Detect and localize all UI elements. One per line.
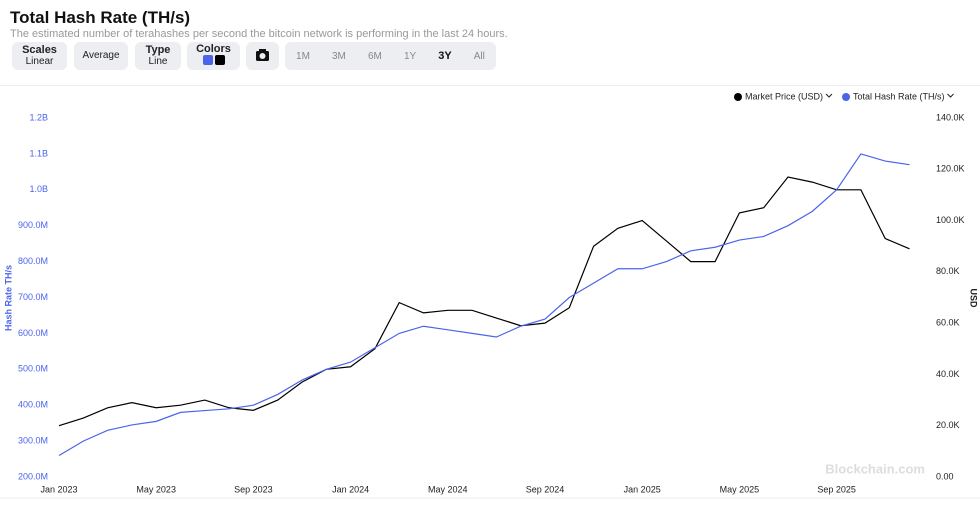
type-button[interactable]: Type Line (135, 42, 181, 70)
y2-tick-label: 140.0K (936, 112, 965, 122)
x-tick-label: Sep 2025 (817, 484, 856, 494)
subtitle: The estimated number of terahashes per s… (10, 28, 508, 40)
x-tick-label: Sep 2024 (526, 484, 565, 494)
legend-marker (842, 93, 851, 101)
range-option[interactable]: 6M (367, 50, 382, 62)
x-tick-label: Jan 2024 (332, 484, 369, 494)
y-tick-label: 900.0M (18, 220, 48, 230)
label: Scales (22, 44, 57, 56)
legend-chevron (825, 93, 833, 98)
colors-button[interactable]: Colors (187, 42, 240, 70)
legend-label: Total Hash Rate (TH/s) (853, 91, 945, 101)
range-option[interactable]: 3M (332, 50, 346, 62)
x-tick-label: May 2025 (720, 484, 760, 494)
y-tick-label: 500.0M (18, 364, 48, 374)
y-tick-label: 1.1B (29, 148, 48, 158)
y-tick-label: 600.0M (18, 328, 48, 338)
color-swatch[interactable] (202, 55, 213, 65)
legend-marker (734, 93, 742, 101)
y2-tick-label: 60.0K (936, 318, 960, 328)
y-axis-label: Hash Rate TH/s (3, 265, 13, 331)
average-button[interactable]: Average (74, 42, 128, 70)
y2-tick-label: 120.0K (936, 164, 965, 174)
separator (0, 85, 980, 86)
label: Average (82, 50, 120, 61)
y-tick-label: 400.0M (18, 400, 48, 410)
label: Type (145, 44, 171, 56)
x-tick-label: May 2023 (136, 484, 176, 494)
scales-button[interactable]: Scales Linear (12, 42, 67, 70)
y2-axis-label: USD (969, 288, 979, 308)
y2-tick-label: 40.0K (936, 369, 960, 379)
range-option[interactable]: All (473, 50, 485, 62)
y2-tick-label: 0.00 (936, 471, 954, 481)
x-tick-label: Sep 2023 (234, 484, 273, 494)
swatches (187, 55, 240, 69)
y2-tick-label: 20.0K (936, 420, 960, 430)
x-tick-label: Jan 2025 (624, 484, 661, 494)
screenshot-button[interactable] (246, 42, 279, 70)
title: Total Hash Rate (TH/s) (10, 8, 191, 27)
value: Line (148, 56, 168, 67)
series-line (58, 176, 910, 427)
y2-tick-label: 80.0K (936, 266, 960, 276)
color-swatch[interactable] (214, 55, 225, 65)
y2-tick-label: 100.0K (936, 215, 965, 225)
range-option[interactable]: 3Y (438, 50, 452, 62)
legend-label: Market Price (USD) (745, 91, 823, 101)
value: Linear (25, 56, 54, 67)
label: Colors (196, 43, 231, 55)
y-tick-label: 300.0M (18, 435, 48, 445)
range-option[interactable]: 1Y (403, 50, 417, 62)
y-tick-label: 800.0M (18, 256, 48, 266)
range-option[interactable]: 1M (296, 50, 310, 62)
legend-chevron (947, 93, 954, 98)
series-line (58, 153, 910, 456)
range-selector: 1M 3M 6M 1Y 3Y All (285, 42, 496, 70)
watermark: Blockchain.com (825, 461, 925, 476)
y-tick-label: 200.0M (18, 471, 48, 481)
y-tick-label: 700.0M (18, 292, 48, 302)
x-tick-label: May 2024 (428, 484, 468, 494)
y-tick-label: 1.2B (29, 112, 48, 122)
camera-icon (256, 49, 269, 61)
x-tick-label: Jan 2023 (40, 484, 77, 494)
y-tick-label: 1.0B (29, 184, 48, 194)
